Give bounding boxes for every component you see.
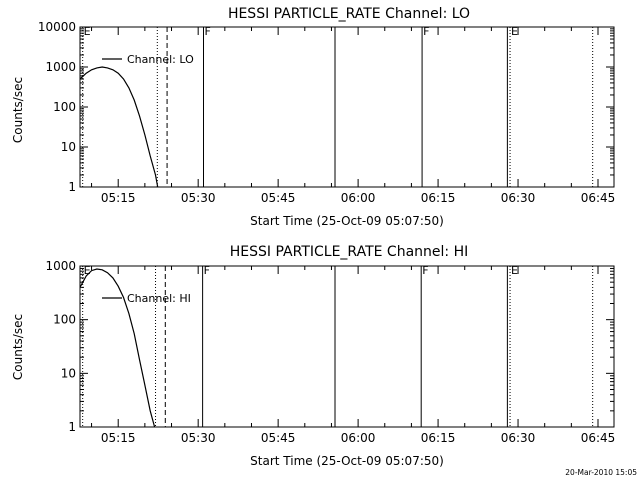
y-axis-label: Counts/sec [11, 77, 25, 143]
x-tick-label: 05:30 [181, 431, 216, 445]
event-marker-label: E [511, 264, 518, 277]
x-tick-label: 06:15 [421, 431, 456, 445]
y-tick-label: 1000 [45, 259, 76, 273]
x-tick-label: 06:30 [501, 191, 536, 205]
y-tick-label: 10 [61, 140, 76, 154]
x-tick-label: 05:15 [101, 191, 136, 205]
y-axis-label: Counts/sec [11, 314, 25, 380]
lo-channel-panel: HESSI PARTICLE_RATE Channel: LO 1 10 100 10… [11, 6, 615, 228]
plot-area: 1 10 100 1000 10000 05:15 05:30 05:45 06:00 06:15… [38, 20, 615, 205]
y-tick-label: 100 [53, 313, 76, 327]
y-tick-label: 10000 [38, 20, 76, 34]
event-marker-label: F [422, 264, 428, 277]
x-tick-label: 05:45 [261, 191, 296, 205]
x-tick-label: 05:15 [101, 431, 136, 445]
panel-title: HESSI PARTICLE_RATE Channel: LO [228, 6, 470, 22]
event-marker-label: E [511, 25, 518, 38]
y-tick-label: 10 [61, 366, 76, 380]
footer-timestamp: 20-Mar-2010 15:05 [565, 468, 637, 477]
x-tick-label: 06:00 [341, 431, 376, 445]
x-tick-label: 05:30 [181, 191, 216, 205]
x-axis-label: Start Time (25-Oct-09 05:07:50) [250, 214, 444, 228]
legend-label: Channel: LO [127, 53, 194, 66]
x-tick-label: 06:30 [501, 431, 536, 445]
legend-label: Channel: HI [127, 292, 191, 305]
plot-area: 1 10 100 1000 05:15 05:30 05:45 06:00 06:15 06:30… [45, 259, 615, 445]
y-tick-label: 1000 [45, 60, 76, 74]
panel-title: HESSI PARTICLE_RATE Channel: HI [230, 244, 468, 260]
hi-channel-panel: HESSI PARTICLE_RATE Channel: HI 1 10 100 10… [11, 244, 615, 468]
x-axis-label: Start Time (25-Oct-09 05:07:50) [250, 454, 444, 468]
series-line [79, 66, 159, 188]
y-tick-label: 1 [68, 180, 76, 194]
event-marker-label: F [205, 25, 211, 38]
x-tick-label: 05:45 [261, 431, 296, 445]
event-marker-label: E [84, 25, 91, 38]
y-tick-label: 100 [53, 100, 76, 114]
x-tick-label: 06:45 [581, 431, 616, 445]
y-tick-label: 1 [68, 420, 76, 434]
event-marker-label: F [204, 264, 210, 277]
x-tick-label: 06:00 [341, 191, 376, 205]
series-line [79, 268, 156, 428]
event-marker-label: E [84, 264, 91, 277]
x-tick-label: 06:15 [421, 191, 456, 205]
plot-frame [79, 265, 615, 428]
event-marker-label: F [423, 25, 429, 38]
x-tick-label: 06:45 [581, 191, 616, 205]
